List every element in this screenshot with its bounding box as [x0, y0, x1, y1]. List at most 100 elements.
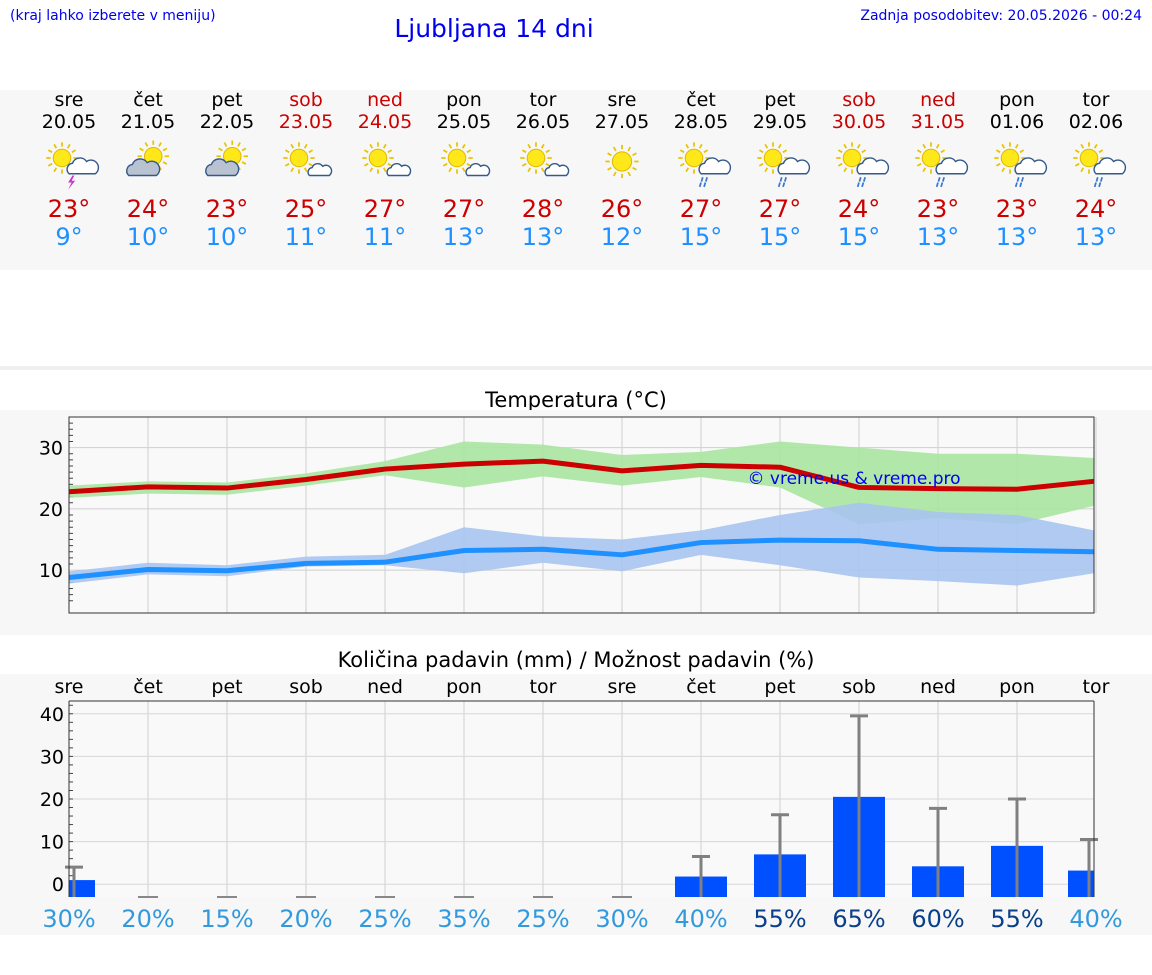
sun-cloud-rain-icon — [915, 142, 969, 188]
category-label: čet — [133, 676, 163, 698]
sun-small-cloud-icon — [520, 142, 570, 177]
day-column: pon 25.05 27° 13° — [424, 89, 504, 251]
day-column: sre 27.05 26° 12° — [582, 89, 662, 251]
day-date: 22.05 — [199, 111, 255, 133]
precip-probability: 55% — [990, 905, 1043, 933]
day-date: 02.06 — [1068, 111, 1124, 133]
precip-probability: 40% — [1069, 905, 1122, 933]
precip-probability: 65% — [832, 905, 885, 933]
y-tick-label: 10 — [39, 560, 63, 582]
day-date: 25.05 — [436, 111, 492, 133]
max-temp: 28° — [521, 195, 565, 223]
max-temp: 26° — [600, 195, 644, 223]
sun-small-cloud-icon — [362, 142, 412, 177]
min-temp: 9° — [55, 223, 83, 251]
day-column: čet 21.05 24° 10° — [108, 89, 188, 251]
category-label: tor — [1083, 676, 1110, 698]
day-column: ned 31.05 23° 13° — [898, 89, 978, 251]
day-name: pet — [764, 89, 796, 111]
max-temp: 27° — [679, 195, 723, 223]
category-label: sob — [842, 676, 876, 698]
min-temp: 11° — [284, 223, 328, 251]
day-date: 21.05 — [120, 111, 176, 133]
max-temp-line — [68, 458, 1095, 495]
day-name: pon — [999, 89, 1035, 111]
precip-probability: 30% — [595, 905, 648, 933]
min-temp: 12° — [600, 223, 644, 251]
page-title: Ljubljana 14 dni — [394, 14, 594, 43]
min-temp: 13° — [1074, 223, 1118, 251]
precip-probability: 30% — [42, 905, 95, 933]
day-date: 31.05 — [910, 111, 966, 133]
max-temp: 27° — [758, 195, 802, 223]
day-date: 24.05 — [357, 111, 413, 133]
day-name: pon — [446, 89, 482, 111]
day-name: čet — [686, 89, 716, 111]
day-date: 26.05 — [515, 111, 571, 133]
day-date: 23.05 — [278, 111, 334, 133]
category-label: čet — [686, 676, 716, 698]
precip-probability: 25% — [516, 905, 569, 933]
y-tick-label: 30 — [40, 746, 64, 768]
max-temp: 23° — [995, 195, 1039, 223]
temperature-chart: 10 20 30 © vreme.us & vreme.pro — [39, 416, 1097, 614]
day-name: ned — [367, 89, 403, 111]
temperature-chart-title: Temperatura (°C) — [485, 388, 667, 412]
precip-probability: 20% — [121, 905, 174, 933]
min-temp: 11° — [363, 223, 407, 251]
day-date: 01.06 — [989, 111, 1045, 133]
min-temp: 13° — [916, 223, 960, 251]
y-tick-label: 0 — [52, 874, 64, 896]
day-name: čet — [133, 89, 163, 111]
day-column: pon 01.06 23° 13° — [977, 89, 1057, 251]
sun-cloud-rain-icon — [757, 142, 811, 188]
category-label: pon — [446, 676, 482, 698]
min-temp: 13° — [995, 223, 1039, 251]
max-temp: 23° — [47, 195, 91, 223]
divider — [0, 366, 1152, 370]
precipitation-chart-title: Količina padavin (mm) / Možnost padavin … — [337, 648, 815, 672]
precip-probability: 35% — [437, 905, 490, 933]
y-tick-label: 10 — [40, 832, 64, 854]
precip-probability: 40% — [674, 905, 727, 933]
max-temp: 24° — [126, 195, 170, 223]
day-column: čet 28.05 27° 15° — [661, 89, 741, 251]
day-date: 27.05 — [594, 111, 650, 133]
max-temp: 24° — [1074, 195, 1118, 223]
day-column: tor 26.05 28° 13° — [503, 89, 583, 251]
day-column: pet 22.05 23° 10° — [187, 89, 267, 251]
sun-cloudy-icon — [205, 140, 248, 177]
category-label: pon — [999, 676, 1035, 698]
day-name: sre — [54, 89, 84, 111]
forecast-strip — [0, 90, 1152, 270]
day-column: ned 24.05 27° 11° — [345, 89, 425, 251]
min-temp-line — [68, 537, 1095, 580]
day-date: 30.05 — [831, 111, 887, 133]
sun-small-cloud-icon — [441, 142, 491, 177]
plot-frame — [68, 416, 1095, 614]
category-label: ned — [920, 676, 956, 698]
max-temp: 23° — [916, 195, 960, 223]
location-menu-hint[interactable]: (kraj lahko izberete v meniju) — [10, 8, 216, 24]
precip-probability: 60% — [911, 905, 964, 933]
category-label: tor — [530, 676, 557, 698]
y-tick-label: 30 — [39, 438, 63, 460]
precip-probability: 25% — [358, 905, 411, 933]
day-name: ned — [920, 89, 956, 111]
sun-cloud-rain-icon — [836, 142, 890, 188]
day-name: tor — [529, 89, 557, 111]
day-column: sob 23.05 25° 11° — [266, 89, 346, 251]
watermark: © vreme.us & vreme.pro — [747, 469, 960, 489]
precip-probability: 55% — [753, 905, 806, 933]
day-name: pet — [211, 89, 243, 111]
precip-probability: 20% — [279, 905, 332, 933]
category-label: ned — [367, 676, 403, 698]
max-temp: 25° — [284, 195, 328, 223]
day-column: pet 29.05 27° 15° — [740, 89, 820, 251]
sun-cloud-rain-icon — [678, 142, 732, 188]
max-temp: 27° — [442, 195, 486, 223]
day-column: sre 20.05 23° 9° — [29, 89, 109, 251]
day-name: sob — [842, 89, 876, 111]
day-column: sob 30.05 24° 15° — [819, 89, 899, 251]
day-name: sre — [607, 89, 637, 111]
